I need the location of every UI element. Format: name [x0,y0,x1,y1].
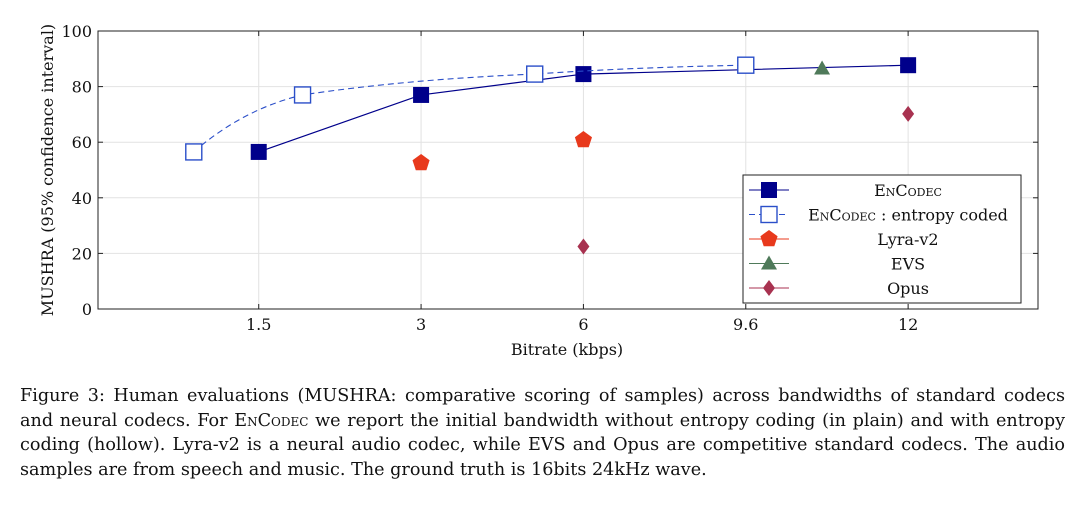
x-tick-label: 9.6 [733,315,758,334]
legend-entry: EnCodec : entropy coded [749,206,1008,225]
caption-line-1: Figure 3: Human evaluations (MUSHRA: com… [20,386,996,406]
series-line [193,64,746,153]
legend-marker [761,255,777,270]
legend-entry: EVS [749,255,925,274]
caption-line-4: standard codecs. The audio samples are f… [20,435,1066,480]
series-triangle [814,60,831,75]
y-tick-label: 20 [72,244,92,263]
legend-box [742,174,1022,304]
data-point [250,143,267,160]
y-tick-label: 40 [72,189,92,208]
legend-label: Lyra-v2 [877,230,938,249]
caption-line-3: and with entropy coding (hollow). Lyra-v… [20,410,1066,456]
data-point [814,60,831,75]
caption-line-2a: codecs and neural codecs. For [20,386,1066,431]
x-tick-label: 6 [578,315,588,334]
legend-marker [760,205,778,224]
x-axis-ticks: 1.5 3 6 9.6 12 [246,31,918,334]
legend-entry: Opus [749,279,929,298]
legend-entry: Lyra-v2 [749,230,939,249]
data-point [902,105,915,122]
y-tick-label: 80 [72,78,92,97]
y-tick-label: 60 [72,133,92,152]
plot-frame [97,30,1039,310]
legend-label: EVS [891,255,925,274]
data-point [900,57,917,74]
caption-line-2c: we report the initial bandwidth without … [308,410,904,431]
series-pentagon [412,131,592,171]
x-tick-label: 3 [416,315,426,334]
legend-label: EnCodec [874,181,942,200]
data-point [412,154,430,171]
legend-label: Opus [887,279,929,298]
data-series [185,56,917,255]
legend-marker [763,280,775,296]
x-tick-label: 12 [898,315,918,334]
data-point [577,238,590,255]
figure-caption: Figure 3: Human evaluations (MUSHRA: com… [20,384,1065,482]
data-point [293,86,312,104]
legend-entry: EnCodec [749,181,942,200]
series-dashed-line-hollow-square [185,56,755,161]
legend: EnCodec EnCodec : entropy coded Lyra-v2 EVS… [742,174,1022,304]
x-axis-label: Bitrate (kbps) [511,340,623,359]
legend-label: EnCodec : entropy coded [808,206,1008,225]
legend-marker [760,230,778,247]
data-point [574,131,592,148]
legend-marker [761,182,777,198]
caption-encodec-name: EnCodec [234,410,309,431]
y-axis-label: MUSHRA (95% confidence interval) [38,24,57,316]
y-axis-ticks: 0 20 40 60 80 100 [61,22,1038,319]
data-point [575,66,592,83]
data-point [526,65,544,83]
data-point [737,56,755,74]
series-diamond [577,105,915,255]
x-tick-label: 1.5 [246,315,271,334]
data-point [185,143,203,161]
data-point [413,86,430,103]
mushra-chart: 0 20 40 60 80 100 1.5 3 6 9.6 12 Bitrate (kbps) M… [38,22,1039,359]
y-tick-label: 100 [61,22,92,41]
y-tick-label: 0 [82,300,92,319]
